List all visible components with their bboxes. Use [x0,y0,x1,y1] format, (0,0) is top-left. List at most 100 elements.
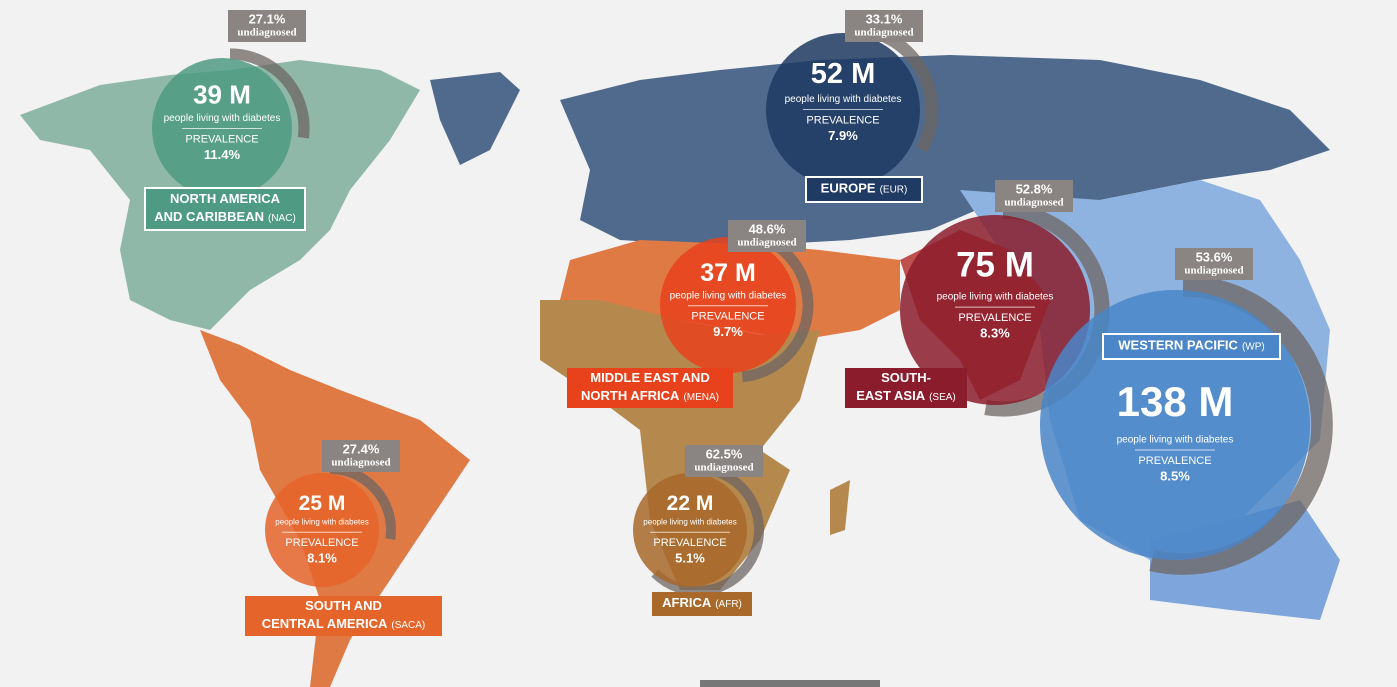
undiagnosed-value: 52.8% [1016,181,1053,196]
undiagnosed-value: 53.6% [1196,249,1233,264]
region-name-line: SOUTH AND [305,598,382,613]
region-code: (NAC) [268,213,296,224]
region-name-line: MIDDLE EAST AND [590,370,709,385]
region-label-box [567,368,733,408]
undiagnosed-value: 33.1% [866,11,903,26]
region-label-box [845,368,967,408]
undiagnosed-value: 27.4% [343,441,380,456]
region-name-line: NORTH AFRICA [581,388,680,403]
people-value: 22 M [667,492,714,515]
people-value: 75 M [956,246,1034,285]
region-code: (EUR) [880,184,908,195]
prevalence-value: 7.9% [828,128,858,143]
prevalence-value: 8.5% [1160,468,1190,483]
undiagnosed-label: undiagnosed [1004,197,1063,209]
undiagnosed-box [995,180,1073,212]
people-label: people living with diabetes [670,290,787,301]
region-name: AFRICA (AFR) [662,595,742,610]
region-name: SOUTH AND [305,598,382,613]
people-label: people living with diabetes [164,113,281,124]
prevalence-label: PREVALENCE [185,133,258,145]
undiagnosed-label: undiagnosed [737,237,796,249]
undiagnosed-box [322,440,400,472]
undiagnosed-value: 48.6% [749,221,786,236]
region-name-line: WESTERN PACIFIC [1118,338,1238,353]
greenland [430,72,520,165]
region-label-box [1102,333,1281,360]
prevalence-label: PREVALENCE [958,312,1031,324]
region-name: EUROPE (EUR) [821,181,908,196]
region-name: NORTH AFRICA (MENA) [581,388,719,403]
europe-russia [560,55,1330,245]
people-value: 138 M [1117,378,1234,425]
bottom-bar [700,680,880,687]
prevalence-label: PREVALENCE [806,114,879,126]
undiagnosed-arc [651,464,764,596]
undiagnosed-box [728,220,806,252]
people-label: people living with diabetes [785,94,902,105]
region: 62.5%undiagnosed 22 M people living with d… [633,445,764,616]
people-value: 25 M [299,492,346,515]
prevalence-value: 8.3% [980,326,1010,341]
region-circle [265,473,379,587]
region-circle [1040,290,1310,560]
region: 33.1%undiagnosed 52 M people living with d… [766,10,939,203]
region-name: WESTERN PACIFIC (WP) [1118,338,1264,353]
undiagnosed-label: undiagnosed [854,27,913,39]
region-label-box [805,176,923,203]
region-name-line: AFRICA [662,595,712,610]
people-label: people living with diabetes [275,517,368,526]
prevalence-label: PREVALENCE [691,311,764,323]
region-code: (MENA) [683,392,719,403]
region-label-box [144,187,306,231]
region-code: (WP) [1242,341,1265,352]
region-name: NORTH AMERICA [170,191,281,206]
region-name: MIDDLE EAST AND [590,370,709,385]
region-circle [660,237,796,373]
undiagnosed-box [845,10,923,42]
region-name-line: NORTH AMERICA [170,191,281,206]
people-value: 52 M [811,58,875,90]
prevalence-label: PREVALENCE [1138,455,1211,467]
region-name-line: CENTRAL AMERICA [262,616,388,631]
region: 48.6%undiagnosed 37 M people living with d… [567,220,814,408]
undiagnosed-value: 62.5% [706,446,743,461]
region-name: CENTRAL AMERICA (SACA) [262,616,426,631]
region-name-line: SOUTH- [881,370,931,385]
region-circle [633,473,747,587]
people-label: people living with diabetes [643,517,736,526]
region-label-box [652,592,752,616]
region: 27.4%undiagnosed 25 M people living with d… [245,440,442,636]
region-label-box [245,596,442,636]
region-name-line: EUROPE [821,181,876,196]
undiagnosed-label: undiagnosed [694,462,753,474]
undiagnosed-label: undiagnosed [237,27,296,39]
prevalence-value: 9.7% [713,324,743,339]
region-name: EAST ASIA (SEA) [856,388,956,403]
region-name-line: AND CARIBBEAN [154,209,264,224]
region-code: (AFR) [715,599,742,610]
region-code: (SACA) [391,620,425,631]
region-code: (SEA) [929,392,956,403]
undiagnosed-label: undiagnosed [331,457,390,469]
region-name-line: EAST ASIA [856,388,925,403]
people-value: 39 M [193,79,251,109]
undiagnosed-box [1175,248,1253,280]
prevalence-label: PREVALENCE [653,537,726,549]
prevalence-value: 11.4% [204,147,241,162]
undiagnosed-box [685,445,763,477]
region-circle [900,215,1090,405]
undiagnosed-arc [229,48,310,139]
undiagnosed-box [228,10,306,42]
people-label: people living with diabetes [1117,435,1234,446]
region-name: SOUTH- [881,370,931,385]
undiagnosed-arc [1149,275,1333,575]
region: 27.1%undiagnosed 39 M people living with d… [144,10,310,231]
prevalence-value: 5.1% [675,551,705,566]
undiagnosed-label: undiagnosed [1184,265,1243,277]
people-label: people living with diabetes [937,292,1054,303]
people-value: 37 M [700,259,756,287]
prevalence-value: 8.1% [307,551,337,566]
prevalence-label: PREVALENCE [285,537,358,549]
